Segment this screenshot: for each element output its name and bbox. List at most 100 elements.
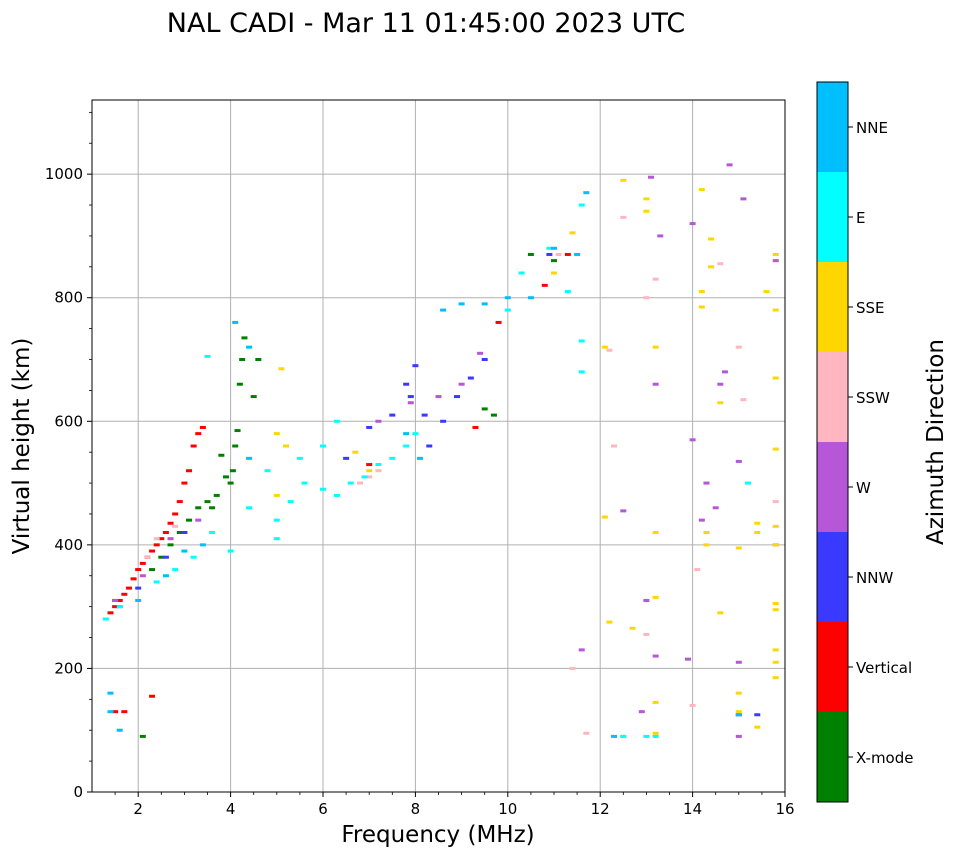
data-point <box>698 518 705 522</box>
data-point <box>620 215 627 219</box>
data-point <box>407 395 414 399</box>
data-point <box>772 447 779 451</box>
data-point <box>708 237 715 241</box>
data-point <box>467 376 474 380</box>
data-point <box>735 734 742 738</box>
data-point <box>551 246 557 250</box>
data-point <box>107 691 114 695</box>
data-point <box>611 444 618 448</box>
colorbar-tick-label: SSE <box>856 299 885 317</box>
series-nne <box>107 191 742 738</box>
colorbar-tick-label: X-mode <box>856 749 913 767</box>
data-point <box>190 444 197 448</box>
data-point <box>564 290 571 294</box>
data-point <box>735 713 742 717</box>
data-point <box>601 515 608 519</box>
data-point <box>703 481 710 485</box>
data-point <box>689 222 696 226</box>
data-point <box>213 493 220 497</box>
data-point <box>772 308 779 312</box>
data-point <box>652 345 659 349</box>
data-point <box>772 608 779 612</box>
data-points <box>102 163 779 738</box>
data-point <box>772 252 779 256</box>
data-point <box>652 531 659 534</box>
data-point <box>125 586 132 590</box>
data-point <box>181 549 188 553</box>
data-point <box>222 475 229 479</box>
series-nnw <box>116 252 761 717</box>
data-point <box>153 537 160 541</box>
data-point <box>772 660 779 664</box>
data-point <box>375 463 382 467</box>
x-tick-label: 10 <box>498 800 517 818</box>
data-point <box>564 252 571 256</box>
data-point <box>745 481 752 485</box>
data-point <box>190 555 197 559</box>
data-point <box>199 543 206 547</box>
data-point <box>551 259 557 263</box>
data-point <box>772 259 779 263</box>
data-point <box>574 252 581 256</box>
data-point <box>689 704 696 707</box>
data-point <box>366 469 373 473</box>
data-point <box>754 725 761 729</box>
data-point <box>698 290 705 294</box>
data-point <box>366 425 373 429</box>
colorbar-tick-label: E <box>856 209 865 227</box>
data-point <box>121 710 128 714</box>
series-sse <box>273 178 779 738</box>
data-point <box>620 509 627 513</box>
data-point <box>296 456 303 460</box>
data-point <box>139 561 146 565</box>
x-axis-ticks: 2 4 6 8 10 12 14 16 <box>114 792 795 818</box>
data-point <box>158 555 165 559</box>
data-point <box>167 543 174 547</box>
data-point <box>116 605 123 609</box>
data-point <box>333 493 340 497</box>
data-point <box>172 568 179 572</box>
colorbar-tick-label: NNE <box>856 119 888 137</box>
data-point <box>209 506 216 510</box>
data-point <box>232 320 239 324</box>
y-tick-label: 600 <box>54 412 83 430</box>
data-point <box>458 382 465 386</box>
data-point <box>186 469 193 473</box>
data-point <box>130 577 137 581</box>
data-point <box>204 354 211 358</box>
data-point <box>541 283 548 287</box>
data-point <box>181 531 188 534</box>
data-point <box>652 700 659 704</box>
data-point <box>453 395 460 399</box>
data-point <box>139 574 146 578</box>
data-point <box>551 271 557 275</box>
series-e <box>102 203 752 738</box>
data-point <box>239 358 246 361</box>
data-point <box>426 444 433 448</box>
data-point <box>472 425 479 429</box>
data-point <box>569 666 576 670</box>
data-point <box>504 308 511 312</box>
x-tick-label: 14 <box>683 800 702 818</box>
data-point <box>417 456 424 460</box>
data-point <box>283 444 290 448</box>
data-point <box>149 549 156 553</box>
data-point <box>352 450 359 454</box>
data-point <box>717 382 724 386</box>
data-point <box>162 531 169 534</box>
y-tick-label: 0 <box>73 783 83 801</box>
data-point <box>578 370 585 374</box>
data-point <box>112 710 119 714</box>
data-point <box>620 734 627 738</box>
data-point <box>735 710 742 714</box>
data-point <box>754 521 761 525</box>
data-point <box>440 419 447 423</box>
data-point <box>375 419 382 423</box>
data-point <box>689 438 696 442</box>
data-point <box>366 475 373 479</box>
data-point <box>162 555 169 559</box>
data-point <box>234 429 241 433</box>
data-point <box>763 290 770 294</box>
data-point <box>578 648 585 652</box>
data-point <box>149 568 156 572</box>
